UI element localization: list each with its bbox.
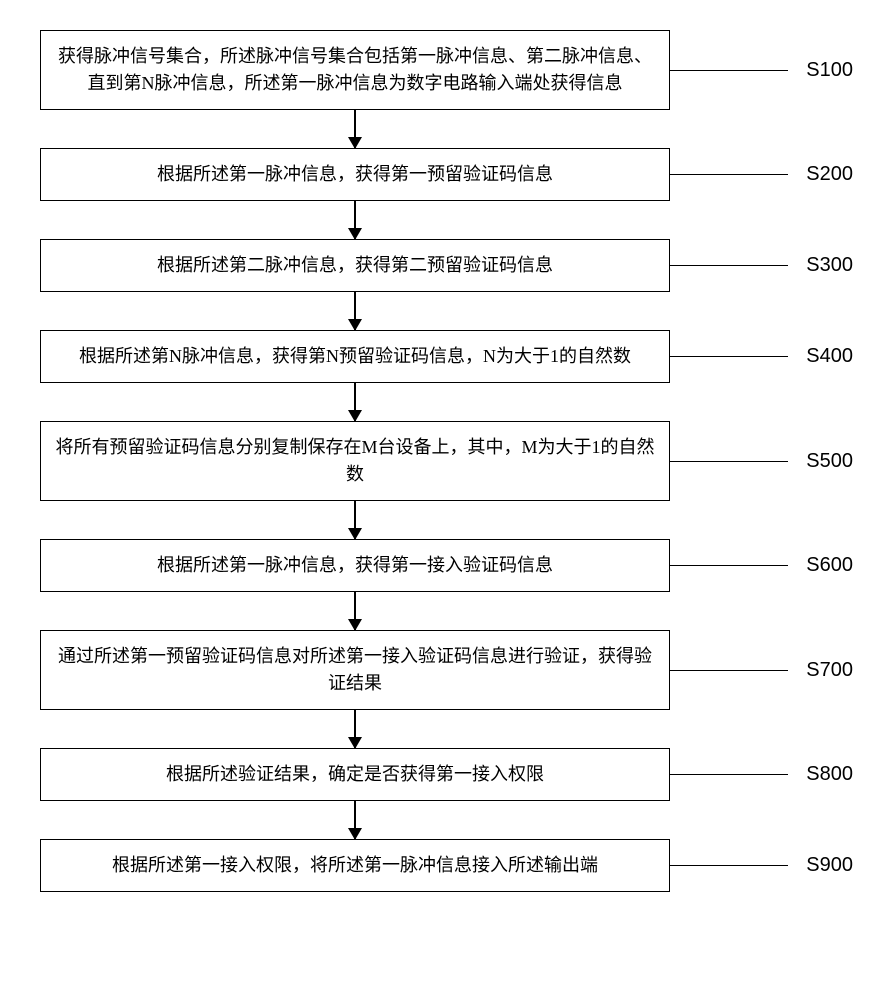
- step-label-s800: S800: [788, 763, 853, 786]
- step-label-s700: S700: [788, 659, 853, 682]
- step-label-s100: S100: [788, 59, 853, 82]
- step-box-s500: 将所有预留验证码信息分别复制保存在M台设备上，其中，M为大于1的自然数: [40, 421, 670, 501]
- step-box-s200: 根据所述第一脉冲信息，获得第一预留验证码信息: [40, 148, 670, 201]
- step-label-s400: S400: [788, 345, 853, 368]
- step-row: 根据所述验证结果，确定是否获得第一接入权限 S800: [40, 748, 853, 801]
- arrow-container: [40, 201, 670, 239]
- step-text: 根据所述第一脉冲信息，获得第一预留验证码信息: [157, 161, 553, 188]
- step-box-s400: 根据所述第N脉冲信息，获得第N预留验证码信息，N为大于1的自然数: [40, 330, 670, 383]
- connector-line: [670, 865, 788, 866]
- arrow-container: [40, 801, 670, 839]
- step-label-s900: S900: [788, 854, 853, 877]
- step-box-s800: 根据所述验证结果，确定是否获得第一接入权限: [40, 748, 670, 801]
- step-box-s700: 通过所述第一预留验证码信息对所述第一接入验证码信息进行验证，获得验证结果: [40, 630, 670, 710]
- arrow-down: [354, 201, 356, 239]
- step-row: 根据所述第N脉冲信息，获得第N预留验证码信息，N为大于1的自然数 S400: [40, 330, 853, 383]
- connector-line: [670, 356, 788, 357]
- arrow-down: [354, 383, 356, 421]
- step-row: 根据所述第一脉冲信息，获得第一接入验证码信息 S600: [40, 539, 853, 592]
- step-row: 获得脉冲信号集合，所述脉冲信号集合包括第一脉冲信息、第二脉冲信息、直到第N脉冲信…: [40, 30, 853, 110]
- connector-line: [670, 565, 788, 566]
- arrow-container: [40, 110, 670, 148]
- step-label-s200: S200: [788, 163, 853, 186]
- step-text: 获得脉冲信号集合，所述脉冲信号集合包括第一脉冲信息、第二脉冲信息、直到第N脉冲信…: [55, 43, 655, 97]
- arrow-down: [354, 501, 356, 539]
- arrow-down: [354, 110, 356, 148]
- arrow-down: [354, 801, 356, 839]
- step-box-s300: 根据所述第二脉冲信息，获得第二预留验证码信息: [40, 239, 670, 292]
- connector-line: [670, 70, 788, 71]
- step-label-s500: S500: [788, 450, 853, 473]
- connector-line: [670, 174, 788, 175]
- flowchart-container: 获得脉冲信号集合，所述脉冲信号集合包括第一脉冲信息、第二脉冲信息、直到第N脉冲信…: [40, 30, 853, 892]
- arrow-down: [354, 592, 356, 630]
- step-label-s600: S600: [788, 554, 853, 577]
- arrow-container: [40, 710, 670, 748]
- step-text: 根据所述验证结果，确定是否获得第一接入权限: [166, 761, 544, 788]
- connector-line: [670, 774, 788, 775]
- step-text: 根据所述第一脉冲信息，获得第一接入验证码信息: [157, 552, 553, 579]
- step-row: 根据所述第一接入权限，将所述第一脉冲信息接入所述输出端 S900: [40, 839, 853, 892]
- step-text: 将所有预留验证码信息分别复制保存在M台设备上，其中，M为大于1的自然数: [55, 434, 655, 488]
- step-text: 根据所述第一接入权限，将所述第一脉冲信息接入所述输出端: [112, 852, 598, 879]
- step-text: 通过所述第一预留验证码信息对所述第一接入验证码信息进行验证，获得验证结果: [55, 643, 655, 697]
- step-row: 通过所述第一预留验证码信息对所述第一接入验证码信息进行验证，获得验证结果 S70…: [40, 630, 853, 710]
- step-box-s600: 根据所述第一脉冲信息，获得第一接入验证码信息: [40, 539, 670, 592]
- arrow-container: [40, 292, 670, 330]
- arrow-container: [40, 592, 670, 630]
- arrow-down: [354, 292, 356, 330]
- connector-line: [670, 670, 788, 671]
- step-row: 将所有预留验证码信息分别复制保存在M台设备上，其中，M为大于1的自然数 S500: [40, 421, 853, 501]
- arrow-container: [40, 501, 670, 539]
- step-text: 根据所述第二脉冲信息，获得第二预留验证码信息: [157, 252, 553, 279]
- arrow-container: [40, 383, 670, 421]
- step-text: 根据所述第N脉冲信息，获得第N预留验证码信息，N为大于1的自然数: [79, 343, 631, 370]
- step-row: 根据所述第二脉冲信息，获得第二预留验证码信息 S300: [40, 239, 853, 292]
- arrow-down: [354, 710, 356, 748]
- step-row: 根据所述第一脉冲信息，获得第一预留验证码信息 S200: [40, 148, 853, 201]
- step-label-s300: S300: [788, 254, 853, 277]
- step-box-s100: 获得脉冲信号集合，所述脉冲信号集合包括第一脉冲信息、第二脉冲信息、直到第N脉冲信…: [40, 30, 670, 110]
- connector-line: [670, 265, 788, 266]
- connector-line: [670, 461, 788, 462]
- step-box-s900: 根据所述第一接入权限，将所述第一脉冲信息接入所述输出端: [40, 839, 670, 892]
